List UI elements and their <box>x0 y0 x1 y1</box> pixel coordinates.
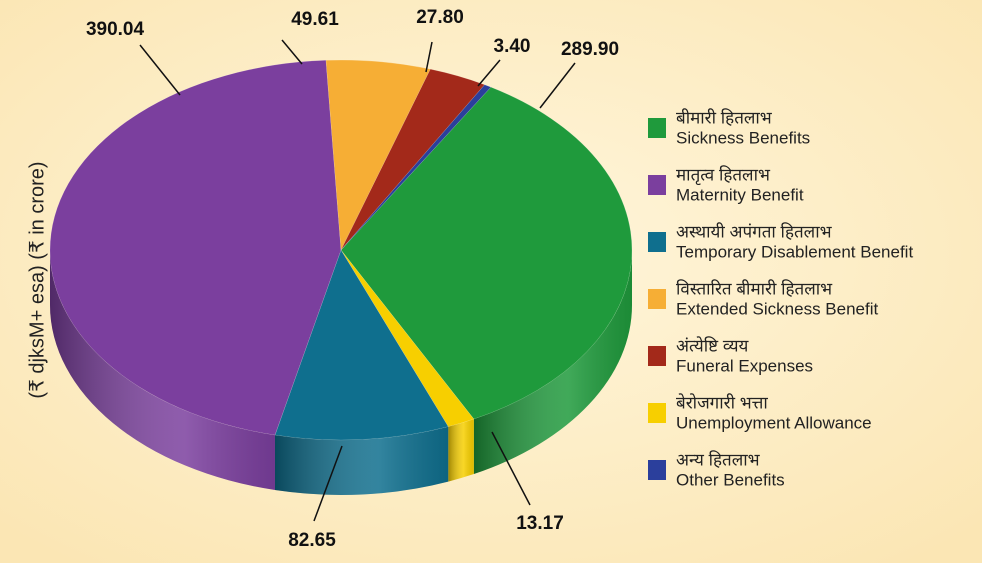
value-label: 289.90 <box>561 39 619 60</box>
slice-side-shade <box>448 419 474 482</box>
slice-side-shade <box>274 426 449 495</box>
slice-side-shade <box>50 250 275 491</box>
legend-swatch <box>648 460 666 480</box>
legend-label: Unemployment Allowance <box>676 413 872 432</box>
slice-side-shade <box>473 250 632 475</box>
legend-label-hindi: बीमारी हितलाभ <box>676 107 773 127</box>
legend-label: Extended Sickness Benefit <box>676 299 879 318</box>
value-label: 390.04 <box>86 19 145 40</box>
y-axis-label: (₹ djksM+ esa) (₹ in crore) <box>26 161 48 398</box>
value-label: 13.17 <box>516 513 564 534</box>
legend-swatch <box>648 175 666 195</box>
slice <box>340 68 486 251</box>
leader-line <box>313 445 343 522</box>
value-label: 27.80 <box>416 7 464 28</box>
slice <box>49 59 342 436</box>
legend-label-hindi: बेरोजगारी भत्ता <box>676 392 768 412</box>
slice <box>325 59 431 251</box>
legend-label: Other Benefits <box>676 470 785 489</box>
slice <box>340 86 633 420</box>
leader-line <box>491 431 531 506</box>
legend-label-hindi: विस्तारित बीमारी हितलाभ <box>676 278 833 298</box>
legend-label: Maternity Benefit <box>676 185 804 204</box>
leader-line <box>139 44 181 96</box>
legend-swatch <box>648 346 666 366</box>
slice <box>274 249 449 441</box>
legend-label-hindi: अस्थायी अपंगता हितलाभ <box>676 221 833 241</box>
legend-swatch <box>648 232 666 252</box>
legend-swatch <box>648 118 666 138</box>
leader-line <box>425 41 433 73</box>
legend-label: Funeral Expenses <box>676 356 813 375</box>
legend-label: Sickness Benefits <box>676 128 810 147</box>
legend-label-hindi: अन्य हितलाभ <box>676 449 761 469</box>
leader-line <box>477 59 501 87</box>
legend-label-hindi: अंत्येष्टि व्यय <box>676 335 750 355</box>
legend-label-hindi: मातृत्व हितलाभ <box>676 164 771 185</box>
value-label: 82.65 <box>288 530 336 551</box>
value-label: 3.40 <box>494 36 531 57</box>
leader-line <box>281 39 303 65</box>
legend-swatch <box>648 403 666 423</box>
slice <box>340 249 475 427</box>
legend-swatch <box>648 289 666 309</box>
value-label: 49.61 <box>291 9 339 30</box>
leader-line <box>539 62 576 109</box>
slice <box>340 84 492 251</box>
legend-label: Temporary Disablement Benefit <box>676 242 913 261</box>
